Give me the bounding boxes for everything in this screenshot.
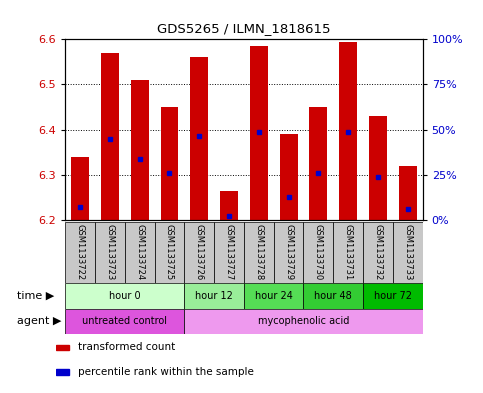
Text: GSM1133730: GSM1133730 <box>314 224 323 280</box>
Text: percentile rank within the sample: percentile rank within the sample <box>78 367 254 377</box>
Bar <box>363 283 423 309</box>
Bar <box>65 222 95 283</box>
Text: hour 48: hour 48 <box>314 291 352 301</box>
Bar <box>363 222 393 283</box>
Bar <box>185 222 214 283</box>
Bar <box>71 157 89 220</box>
Bar <box>399 166 417 220</box>
Text: hour 0: hour 0 <box>109 291 141 301</box>
Text: untreated control: untreated control <box>82 316 167 326</box>
Bar <box>280 134 298 220</box>
Text: GSM1133724: GSM1133724 <box>135 224 144 280</box>
Text: GSM1133732: GSM1133732 <box>373 224 383 280</box>
Text: GSM1133727: GSM1133727 <box>225 224 233 280</box>
Text: mycophenolic acid: mycophenolic acid <box>258 316 349 326</box>
Bar <box>393 222 423 283</box>
Bar <box>220 191 238 220</box>
Bar <box>244 222 274 283</box>
Bar <box>250 46 268 220</box>
Bar <box>333 222 363 283</box>
Text: agent ▶: agent ▶ <box>17 316 61 326</box>
Bar <box>303 283 363 309</box>
Bar <box>339 42 357 220</box>
Bar <box>101 53 119 220</box>
Bar <box>244 283 303 309</box>
Text: GSM1133731: GSM1133731 <box>344 224 353 280</box>
Bar <box>131 80 149 220</box>
Bar <box>190 57 208 220</box>
Bar <box>95 222 125 283</box>
Bar <box>56 345 69 350</box>
Text: GSM1133723: GSM1133723 <box>105 224 114 280</box>
Title: GDS5265 / ILMN_1818615: GDS5265 / ILMN_1818615 <box>157 22 331 35</box>
Text: GSM1133725: GSM1133725 <box>165 224 174 280</box>
Bar <box>303 222 333 283</box>
Text: hour 72: hour 72 <box>374 291 412 301</box>
Bar <box>185 283 244 309</box>
Bar <box>125 222 155 283</box>
Bar <box>65 283 185 309</box>
Bar <box>160 107 178 220</box>
Text: GSM1133726: GSM1133726 <box>195 224 204 280</box>
Text: GSM1133728: GSM1133728 <box>255 224 263 280</box>
Text: hour 24: hour 24 <box>255 291 293 301</box>
Text: transformed count: transformed count <box>78 342 175 353</box>
Bar <box>369 116 387 220</box>
Bar <box>185 309 423 334</box>
Text: GSM1133733: GSM1133733 <box>403 224 412 280</box>
Text: hour 12: hour 12 <box>195 291 233 301</box>
Bar <box>310 107 327 220</box>
Bar <box>155 222 185 283</box>
Text: GSM1133722: GSM1133722 <box>76 224 85 280</box>
Bar <box>65 309 185 334</box>
Text: time ▶: time ▶ <box>17 291 54 301</box>
Bar <box>214 222 244 283</box>
Text: GSM1133729: GSM1133729 <box>284 224 293 280</box>
Bar <box>56 369 69 375</box>
Bar <box>274 222 303 283</box>
